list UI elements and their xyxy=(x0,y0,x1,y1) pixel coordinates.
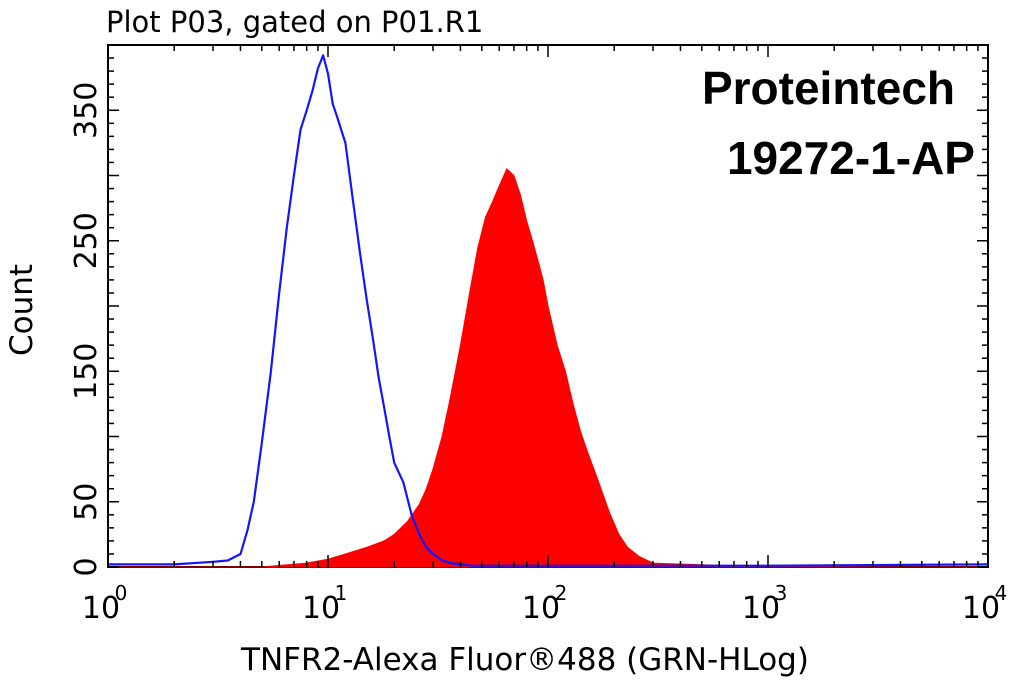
y-tick-label: 350 xyxy=(69,82,104,139)
catalog-annotation: 19272-1-AP xyxy=(727,132,975,184)
y-tick-label: 0 xyxy=(69,557,104,576)
x-tick-exponent: 4 xyxy=(995,581,1008,605)
x-tick-exponent: 0 xyxy=(115,581,128,605)
brand-annotation: Proteintech xyxy=(702,62,955,114)
x-tick-exponent: 3 xyxy=(775,581,788,605)
x-axis: 100 101 102 103 104 xyxy=(82,45,1007,626)
chart-title: Plot P03, gated on P01.R1 xyxy=(106,5,483,39)
x-tick-label: 10 xyxy=(302,591,340,626)
y-axis-label: Count xyxy=(4,264,40,356)
y-axis: 0 50 150 250 350 xyxy=(69,44,988,577)
x-tick-exponent: 2 xyxy=(555,581,568,605)
x-tick-label: 10 xyxy=(962,591,1000,626)
x-tick-exponent: 1 xyxy=(335,581,348,605)
y-tick-label: 50 xyxy=(69,483,104,521)
x-axis-label: TNFR2-Alexa Fluor®488 (GRN-HLog) xyxy=(240,642,809,678)
series-0-outline xyxy=(108,54,989,567)
x-tick-label: 10 xyxy=(742,591,780,626)
y-tick-label: 150 xyxy=(69,343,104,400)
x-tick-label: 10 xyxy=(82,591,120,626)
series-1-filled-area xyxy=(108,168,988,568)
y-tick-label: 250 xyxy=(69,212,104,269)
x-tick-label: 10 xyxy=(522,591,560,626)
series-layer xyxy=(108,54,989,568)
